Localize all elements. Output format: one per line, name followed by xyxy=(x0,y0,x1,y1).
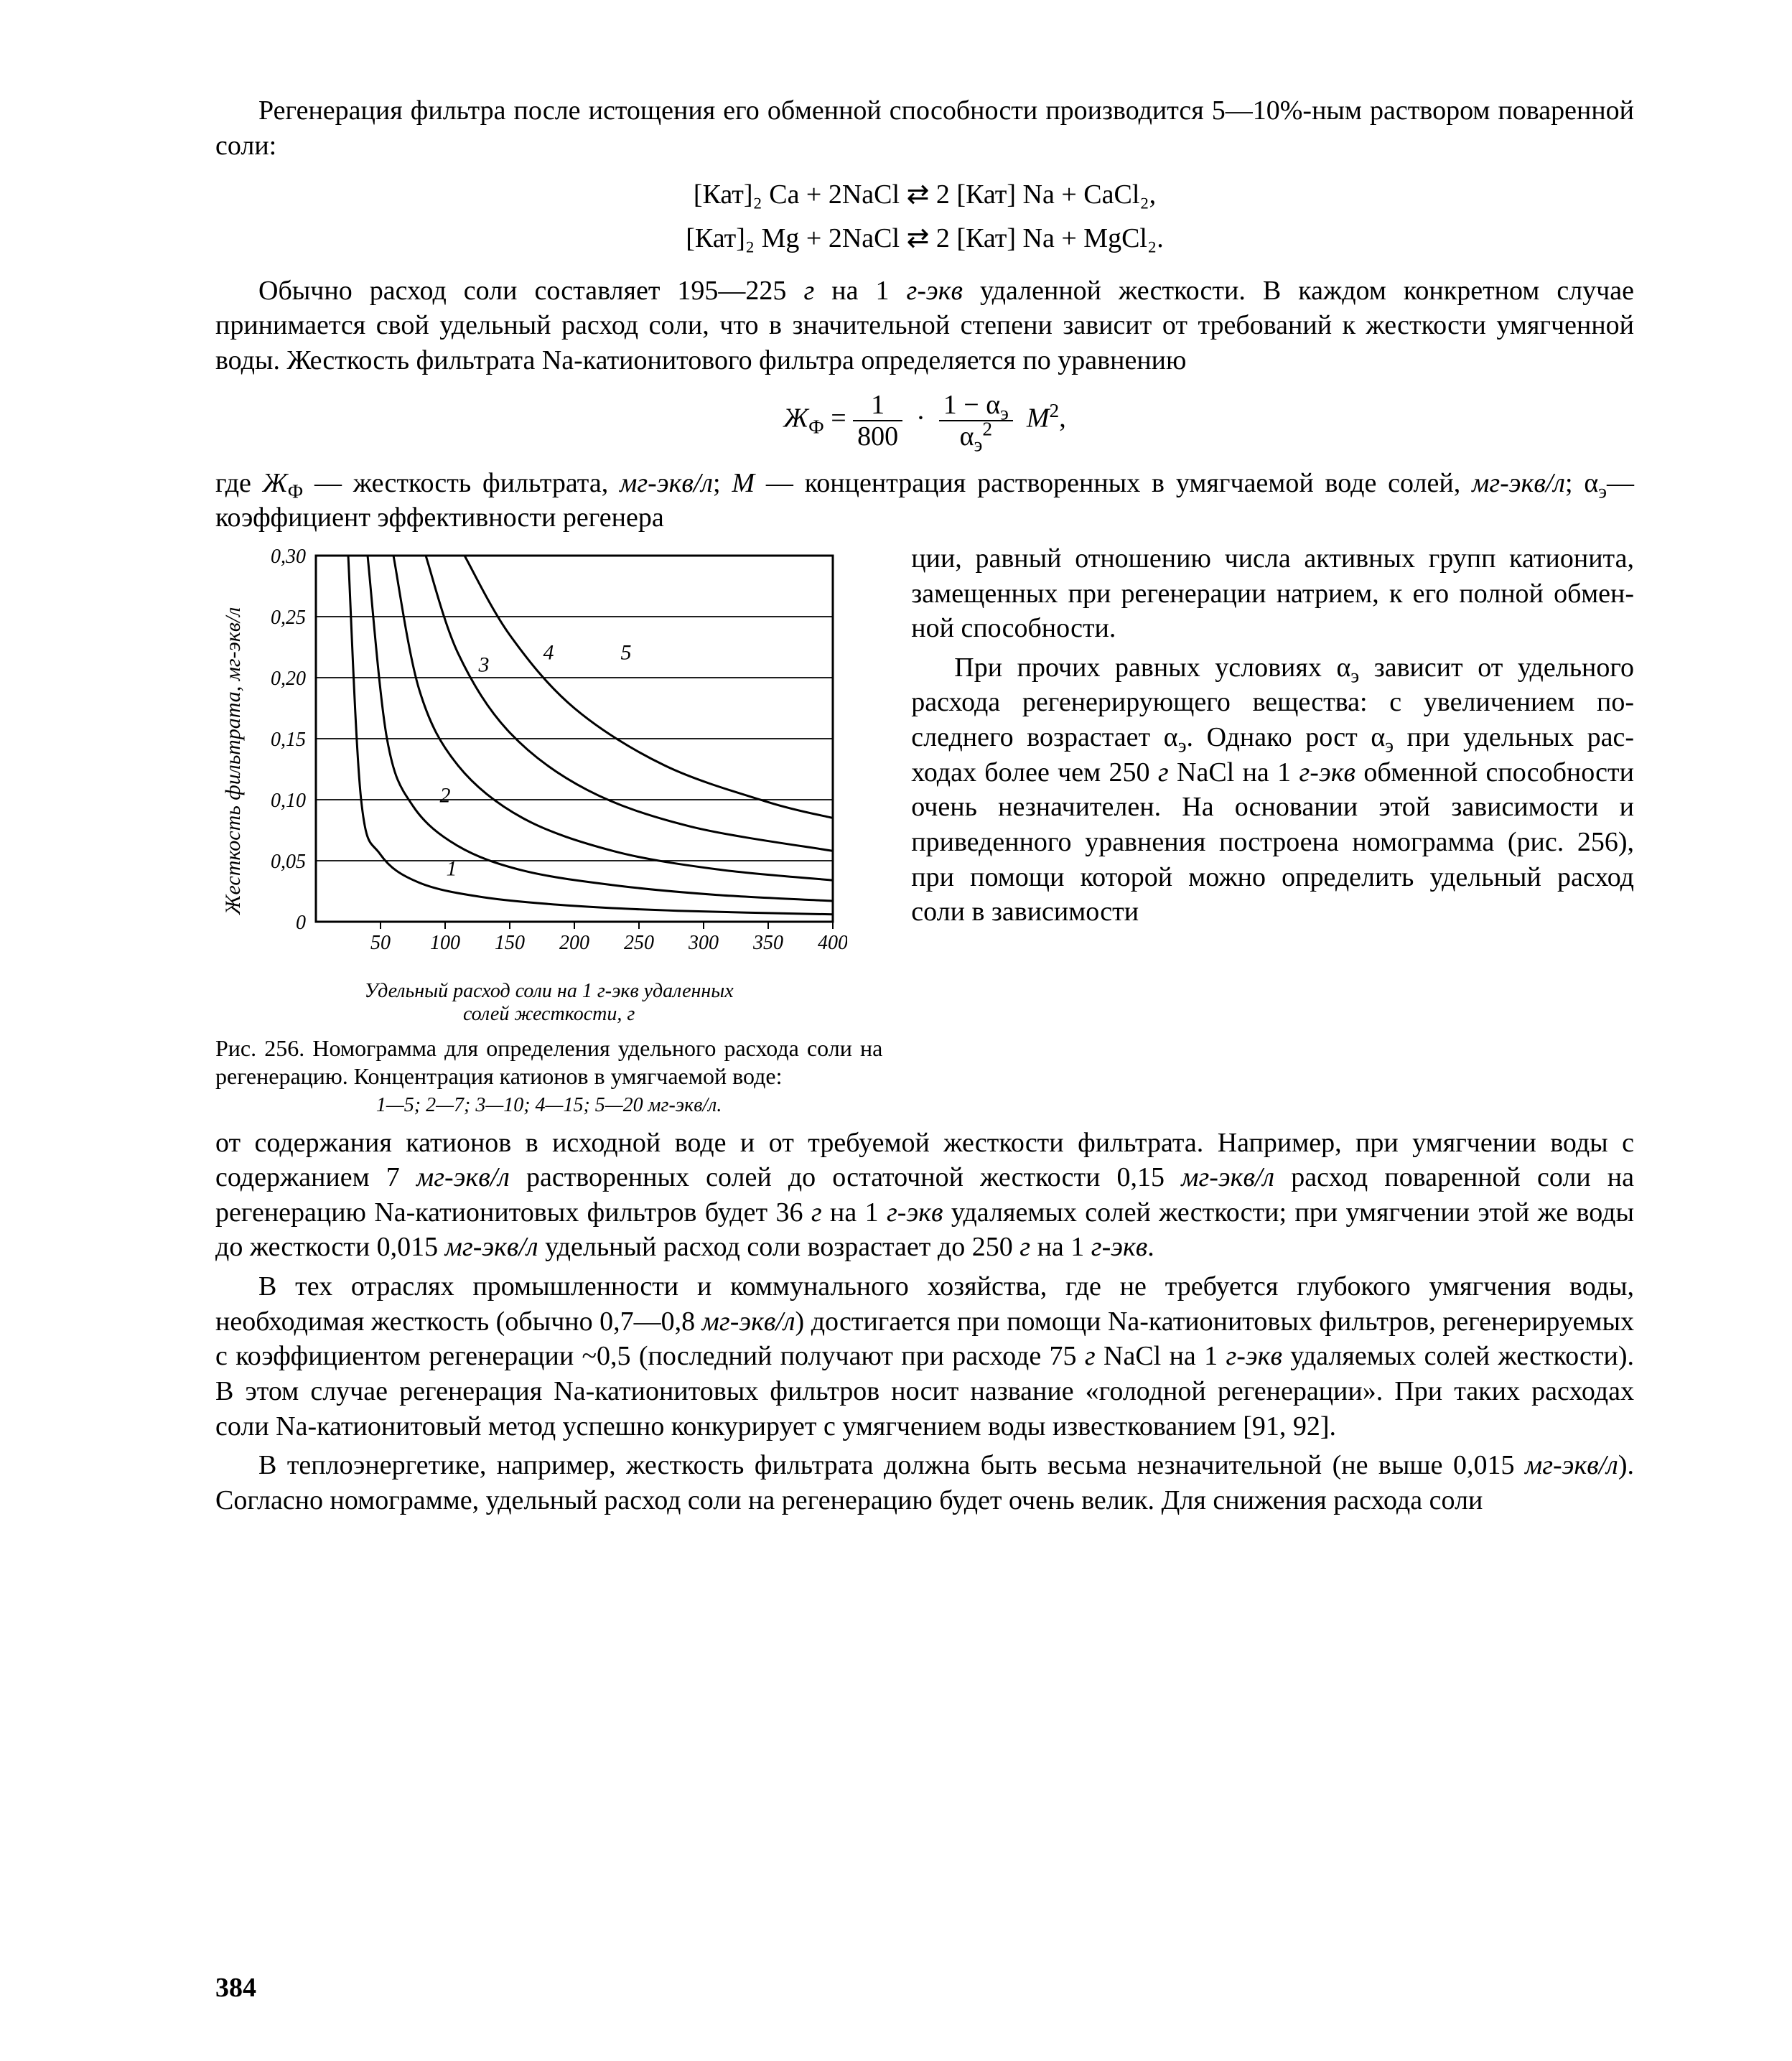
svg-text:0,30: 0,30 xyxy=(271,546,306,568)
y-axis-label: Жесткость фильтрата, мг-экв/л xyxy=(221,607,246,915)
paragraph: Регенерация фильтра после истощения его … xyxy=(215,93,1634,163)
svg-text:0,20: 0,20 xyxy=(271,668,306,690)
svg-text:0,25: 0,25 xyxy=(271,607,306,629)
svg-text:4: 4 xyxy=(543,640,554,664)
equation-main: ЖФ = 1800 · 1 − αэαэ2 M2, xyxy=(215,391,1634,450)
nomogram-figure: Жесткость фильтрата, мг-экв/л 00,050,100… xyxy=(215,541,882,1026)
svg-text:5: 5 xyxy=(621,640,632,664)
svg-text:350: 350 xyxy=(752,932,783,954)
equation-block: [Кат]₂ Ca + 2NaCl ⇄ 2 [Кат] Na + CaCl₂, … xyxy=(215,173,1634,261)
paragraph: ции, равный отношению чис­ла активных гр… xyxy=(911,541,1634,646)
nomogram-chart: 0 0,05 0,10 0,15 0,20 0,25 0,30 50 100 150 200 250 3… xyxy=(215,541,847,972)
svg-text:1: 1 xyxy=(447,856,457,880)
svg-text:250: 250 xyxy=(624,932,654,954)
paragraph: Обычно расход соли составляет 195—225 г … xyxy=(215,274,1634,378)
svg-text:0,15: 0,15 xyxy=(271,729,306,751)
paragraph: При прочих равных усло­виях αэ зависит о… xyxy=(911,650,1634,930)
svg-text:100: 100 xyxy=(430,932,460,954)
paragraph: В тех отраслях промышленности и коммунал… xyxy=(215,1269,1634,1444)
equation-1: [Кат]₂ Ca + 2NaCl ⇄ 2 [Кат] Na + CaCl₂, xyxy=(215,173,1634,217)
svg-text:50: 50 xyxy=(370,932,391,954)
svg-text:150: 150 xyxy=(495,932,525,954)
paragraph: В теплоэнергетике, например, жесткость ф… xyxy=(215,1448,1634,1518)
svg-text:2: 2 xyxy=(440,783,451,807)
figure-caption: Рис. 256. Номограмма для определения уде… xyxy=(215,1034,882,1118)
svg-text:0,05: 0,05 xyxy=(271,851,306,873)
svg-text:200: 200 xyxy=(559,932,589,954)
svg-text:0: 0 xyxy=(296,912,306,934)
page-number: 384 xyxy=(215,1972,256,2004)
paragraph: от содержания катионов в исходной воде и… xyxy=(215,1126,1634,1266)
x-axis-label: Удельный расход соли на 1 г-экв удаленны… xyxy=(215,980,882,1026)
svg-text:0,10: 0,10 xyxy=(271,790,306,812)
paragraph: где ЖФ — жесткость фильтрата, мг-экв/л; … xyxy=(215,466,1634,536)
svg-text:3: 3 xyxy=(478,653,490,676)
equation-2: [Кат]₂ Mg + 2NaCl ⇄ 2 [Кат] Na + MgCl₂. xyxy=(215,217,1634,261)
svg-text:300: 300 xyxy=(688,932,719,954)
svg-text:400: 400 xyxy=(818,932,847,954)
